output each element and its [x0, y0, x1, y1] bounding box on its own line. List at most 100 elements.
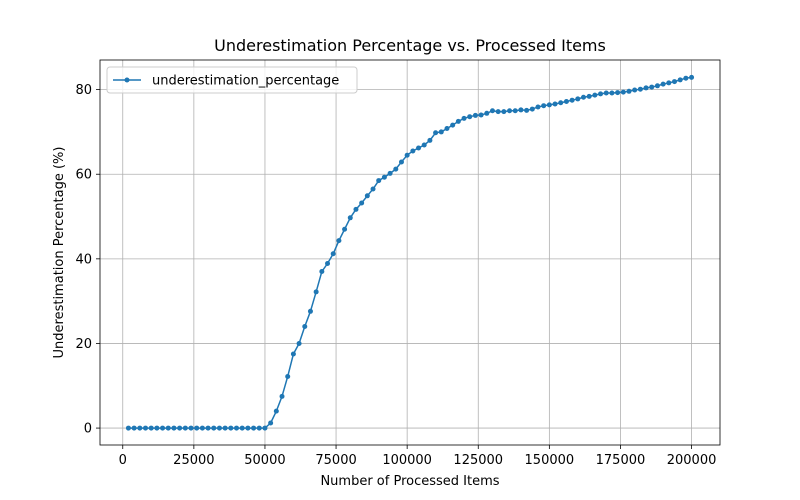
data-point [154, 425, 160, 431]
data-point [410, 148, 416, 154]
data-point [245, 425, 251, 431]
plot-frame [99, 59, 721, 446]
x-axis-ticks: 0 25000 50000 75000 100000 125000 150000 175000… [119, 445, 716, 468]
data-point [148, 425, 154, 431]
data-point [353, 206, 359, 212]
x-tick-label: 100000 [382, 453, 432, 468]
data-point [484, 110, 490, 116]
data-point [319, 269, 325, 275]
y-tick-label: 80 [75, 83, 92, 98]
data-point [330, 251, 336, 257]
data-point [541, 103, 547, 109]
data-point [478, 112, 484, 118]
data-point [131, 425, 137, 431]
data-point [558, 100, 564, 106]
data-point [364, 193, 370, 199]
data-point [137, 425, 143, 431]
data-point [336, 238, 342, 244]
data-point [416, 145, 422, 151]
data-point [393, 166, 399, 172]
data-point [404, 152, 410, 158]
data-point [507, 108, 513, 114]
data-point [450, 122, 456, 128]
series-line [128, 76, 692, 429]
data-point [182, 425, 188, 431]
data-point [683, 75, 689, 81]
data-point [455, 118, 461, 124]
data-point [188, 425, 194, 431]
legend: underestimation_percentage [106, 66, 358, 94]
data-point [637, 86, 643, 92]
legend-entry: underestimation_percentage [152, 74, 339, 89]
data-point [552, 101, 558, 107]
data-point [216, 425, 222, 431]
data-point [205, 425, 211, 431]
data-point [603, 90, 609, 96]
x-tick-label: 50000 [244, 453, 285, 468]
data-point [546, 102, 552, 108]
data-point [313, 289, 319, 295]
data-point [290, 351, 296, 357]
data-point [268, 420, 274, 426]
data-point [160, 425, 166, 431]
data-point [296, 340, 302, 346]
data-point [575, 96, 581, 102]
data-point [143, 425, 149, 431]
data-point [467, 114, 473, 120]
data-point [302, 324, 308, 330]
data-point [177, 425, 183, 431]
data-point [472, 112, 478, 118]
y-tick-label: 40 [75, 252, 92, 267]
data-point [586, 93, 592, 99]
data-point [256, 425, 262, 431]
data-point [461, 115, 467, 121]
x-tick-label: 150000 [525, 453, 575, 468]
data-point [199, 425, 205, 431]
data-point [262, 425, 268, 431]
data-point [285, 373, 291, 379]
x-tick-label: 75000 [315, 453, 356, 468]
data-point [222, 425, 228, 431]
data-point [325, 261, 331, 266]
data-point [495, 109, 501, 115]
data-point [359, 200, 365, 206]
data-point [518, 107, 524, 113]
data-point [592, 92, 598, 98]
x-tick-label: 0 [119, 453, 127, 468]
x-tick-label: 25000 [173, 453, 214, 468]
data-point [677, 77, 683, 83]
y-tick-label: 20 [75, 337, 92, 352]
data-point [689, 74, 695, 80]
legend-marker-swatch [124, 77, 130, 83]
data-point [427, 137, 433, 143]
data-point [279, 393, 285, 399]
data-point [563, 98, 569, 104]
data-point [438, 129, 444, 135]
data-point [524, 107, 530, 113]
y-tick-label: 0 [84, 422, 92, 437]
data-point [444, 126, 450, 132]
data-point [598, 91, 604, 97]
data-point [125, 425, 131, 431]
data-point [347, 215, 353, 221]
data-point [626, 88, 632, 94]
data-point [671, 79, 677, 85]
data-point [228, 425, 234, 431]
data-point [620, 89, 626, 95]
data-point [421, 142, 427, 148]
data-point [580, 94, 586, 100]
data-point [239, 425, 245, 431]
data-point [234, 425, 240, 431]
data-point [649, 84, 655, 90]
y-tick-label: 60 [75, 168, 92, 183]
data-point [609, 90, 615, 96]
data-point [489, 108, 495, 114]
data-point [307, 308, 313, 314]
y-axis-ticks: 0 20 40 60 80 [75, 83, 100, 437]
grid [100, 60, 720, 445]
data-point [529, 106, 535, 112]
data-point [342, 226, 348, 232]
data-point [398, 159, 404, 165]
data-point [501, 109, 507, 115]
